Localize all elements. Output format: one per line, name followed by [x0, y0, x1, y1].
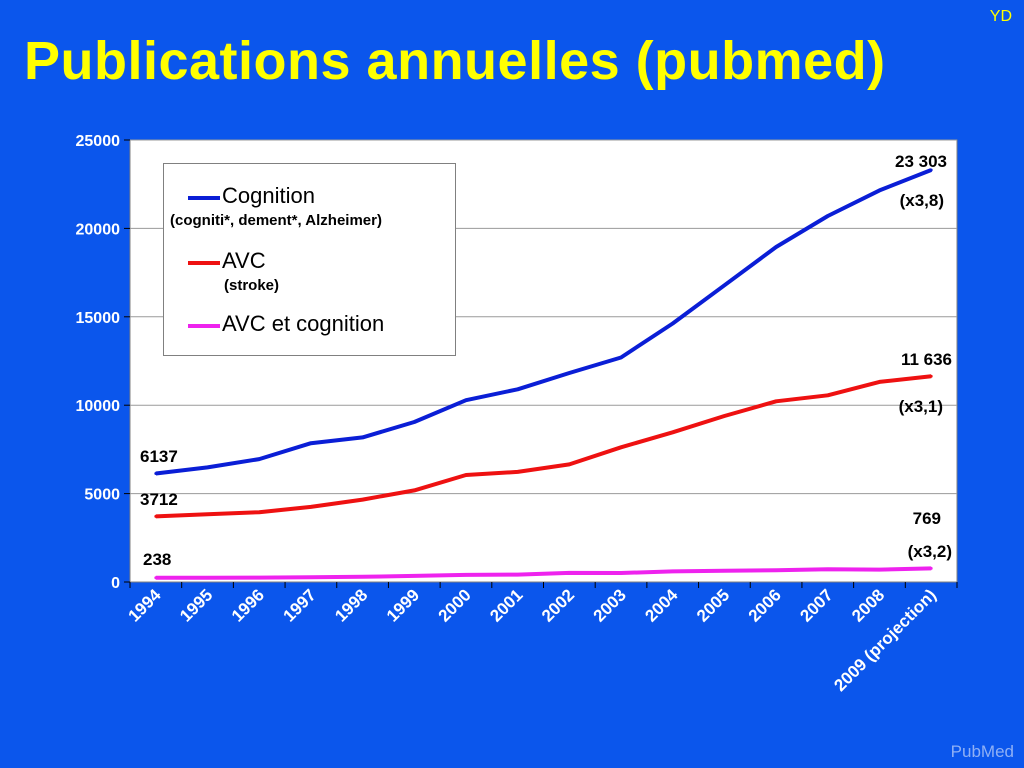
series-line-0 [155, 168, 932, 476]
data-point-s2-7 [516, 573, 520, 577]
x-tick-label-11: 2005 [693, 585, 733, 625]
x-tick-label-2: 1996 [228, 585, 268, 625]
data-annotation-2: 238 [143, 550, 171, 569]
data-point-s0-9 [619, 355, 623, 359]
x-tick-label-8: 2002 [538, 585, 578, 625]
slide-title: Publications annuelles (pubmed) [24, 31, 886, 91]
data-point-s1-10 [671, 430, 675, 434]
data-point-s1-3 [309, 505, 313, 509]
data-point-s1-11 [722, 414, 726, 418]
data-point-s2-14 [877, 568, 881, 572]
corner-tag: YD [989, 8, 1012, 25]
data-point-s1-4 [361, 498, 365, 502]
data-point-s2-9 [619, 571, 623, 575]
x-tick-label-1: 1995 [176, 585, 216, 625]
data-point-s0-8 [567, 371, 571, 375]
data-point-s2-12 [774, 568, 778, 572]
data-point-s1-13 [826, 393, 830, 397]
x-tick-label-6: 2000 [435, 585, 475, 625]
data-point-s2-10 [671, 569, 675, 573]
data-point-s2-2 [257, 576, 261, 580]
x-tick-label-0: 1994 [124, 585, 165, 626]
data-annotation-7: 769 [913, 509, 941, 528]
data-point-s0-3 [309, 441, 313, 445]
y-tick-label-25000: 25000 [76, 133, 121, 150]
legend-swatch-avc-cognition [188, 324, 220, 328]
watermark: PubMed [950, 742, 1014, 761]
data-point-s1-0 [154, 514, 158, 518]
data-point-s1-14 [877, 380, 881, 384]
legend-label-avc-cognition: AVC et cognition [222, 311, 385, 336]
legend-label-avc: AVC [222, 248, 266, 273]
x-tick-label-12: 2006 [745, 585, 785, 625]
data-point-s1-5 [412, 488, 416, 492]
legend-swatch-avc [188, 261, 220, 265]
data-annotation-8: (x3,2) [908, 542, 952, 561]
y-tick-label-15000: 15000 [76, 310, 121, 327]
data-point-s2-15 [929, 566, 933, 570]
data-point-s0-7 [516, 387, 520, 391]
x-tick-label-10: 2004 [641, 585, 682, 626]
data-point-s1-9 [619, 445, 623, 449]
legend-swatch-cognition [188, 196, 220, 200]
data-point-s2-3 [309, 575, 313, 579]
series-line-1 [155, 374, 932, 519]
x-tick-label-13: 2007 [796, 585, 836, 625]
data-point-s2-4 [361, 575, 365, 579]
data-point-s0-11 [722, 283, 726, 287]
data-point-s1-12 [774, 399, 778, 403]
data-point-s2-8 [567, 571, 571, 575]
data-point-s2-13 [826, 567, 830, 571]
data-annotation-0: 6137 [140, 447, 178, 466]
data-point-s1-7 [516, 470, 520, 474]
chart-legend: Cognition (cogniti*, dement*, Alzheimer)… [163, 163, 456, 356]
data-point-s0-0 [154, 471, 158, 475]
legend-sublabel-cognition: (cogniti*, dement*, Alzheimer) [170, 212, 382, 229]
data-annotation-6: (x3,1) [899, 397, 943, 416]
x-tick-label-7: 2001 [486, 585, 526, 625]
legend-label-cognition: Cognition [222, 183, 315, 208]
data-point-s0-5 [412, 420, 416, 424]
data-point-s2-1 [206, 576, 210, 580]
x-tick-label-14: 2008 [848, 585, 888, 625]
data-point-s0-14 [877, 188, 881, 192]
series-line-2 [155, 566, 932, 580]
x-tick-label-5: 1999 [383, 585, 423, 625]
y-tick-label-5000: 5000 [84, 487, 120, 504]
data-point-s1-1 [206, 512, 210, 516]
data-annotation-4: (x3,8) [900, 191, 944, 210]
data-point-s0-10 [671, 322, 675, 326]
y-tick-label-10000: 10000 [76, 398, 121, 415]
data-point-s0-4 [361, 435, 365, 439]
data-point-s2-11 [722, 569, 726, 573]
data-point-s1-2 [257, 510, 261, 514]
x-tick-label-4: 1998 [331, 585, 371, 625]
data-point-s2-0 [154, 576, 158, 580]
data-point-s0-6 [464, 398, 468, 402]
data-annotation-3: 23 303 [895, 152, 947, 171]
data-point-s1-6 [464, 473, 468, 477]
data-annotation-5: 11 636 [901, 350, 952, 369]
data-point-s0-2 [257, 457, 261, 461]
y-tick-label-20000: 20000 [76, 221, 121, 238]
data-annotation-1: 3712 [140, 490, 178, 509]
data-point-s0-12 [774, 245, 778, 249]
legend-sublabel-avc: (stroke) [224, 277, 280, 294]
y-tick-label-0: 0 [111, 575, 120, 592]
data-point-s2-5 [412, 574, 416, 578]
x-tick-label-9: 2003 [590, 585, 630, 625]
data-point-s0-13 [826, 214, 830, 218]
data-point-s2-6 [464, 573, 468, 577]
x-tick-label-3: 1997 [280, 585, 320, 625]
data-point-s0-1 [206, 465, 210, 469]
data-point-s0-15 [929, 168, 933, 172]
data-point-s1-15 [929, 374, 933, 378]
data-point-s1-8 [567, 462, 571, 466]
